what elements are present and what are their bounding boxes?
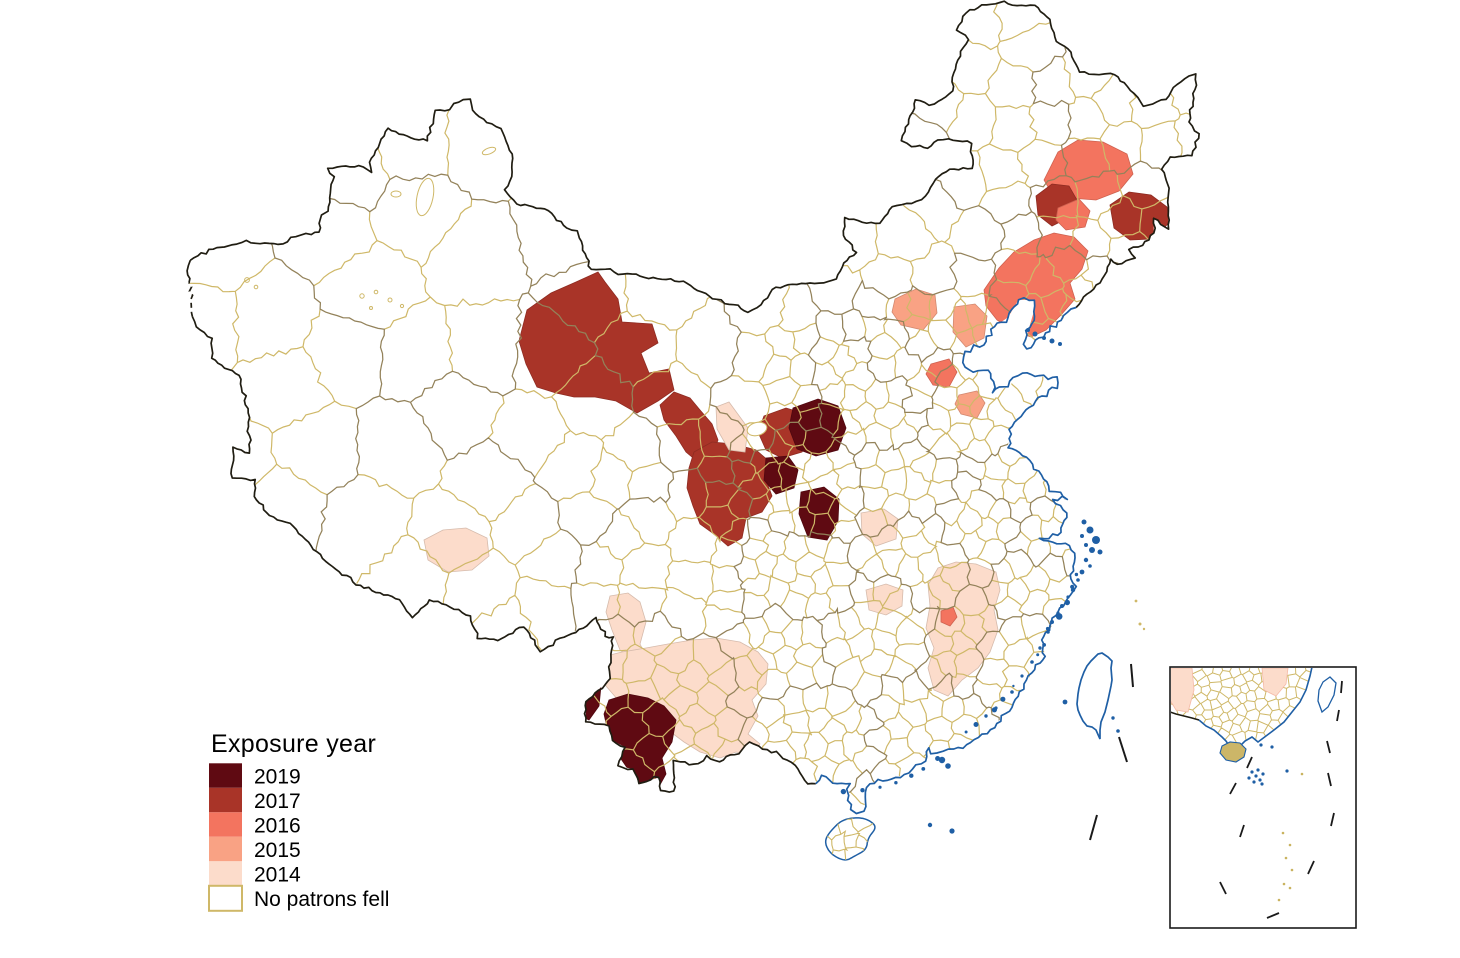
svg-text:2016: 2016	[254, 815, 301, 838]
svg-text:2017: 2017	[254, 790, 301, 813]
svg-text:No patrons fell: No patrons fell	[254, 888, 389, 911]
svg-text:2019: 2019	[254, 766, 301, 789]
svg-text:2014: 2014	[254, 864, 301, 887]
svg-text:2015: 2015	[254, 839, 301, 862]
svg-text:Exposure year: Exposure year	[211, 730, 376, 758]
